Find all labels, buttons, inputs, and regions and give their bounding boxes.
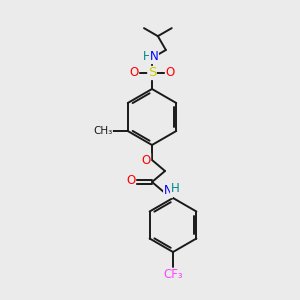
Text: CF₃: CF₃	[163, 268, 183, 281]
Text: N: N	[164, 184, 172, 197]
Text: N: N	[150, 50, 158, 64]
Text: O: O	[126, 173, 136, 187]
Text: O: O	[129, 67, 139, 80]
Text: H: H	[171, 182, 179, 194]
Text: O: O	[141, 154, 151, 166]
Text: S: S	[148, 67, 156, 80]
Text: H: H	[142, 50, 152, 64]
Text: CH₃: CH₃	[93, 126, 112, 136]
Text: O: O	[165, 67, 175, 80]
